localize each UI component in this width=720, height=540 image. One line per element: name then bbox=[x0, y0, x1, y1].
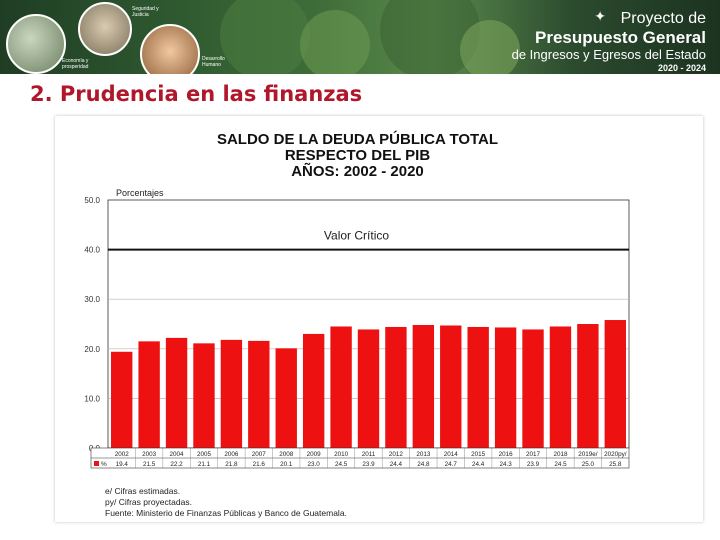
economy-photo bbox=[6, 14, 66, 74]
data-label: 23.9 bbox=[527, 461, 540, 468]
y-tick-label: 20.0 bbox=[84, 345, 100, 354]
bar bbox=[220, 339, 243, 448]
x-tick-label: 2005 bbox=[197, 451, 212, 458]
bar bbox=[138, 341, 160, 448]
chart-panel: SALDO DE LA DEUDA PÚBLICA TOTAL RESPECTO… bbox=[55, 116, 703, 522]
x-tick-label: 2016 bbox=[499, 451, 514, 458]
x-tick-label: 2006 bbox=[224, 451, 239, 458]
bar bbox=[193, 343, 215, 448]
data-label: 25.8 bbox=[609, 461, 622, 468]
data-label: 24.5 bbox=[554, 461, 567, 468]
data-label: 25.0 bbox=[582, 461, 595, 468]
bar bbox=[577, 324, 599, 448]
slide-title: 2. Prudencia en las finanzas bbox=[30, 82, 363, 106]
project-line-3: de Ingresos y Egresos del Estado bbox=[511, 47, 706, 62]
data-label: 22.2 bbox=[170, 461, 183, 468]
human-development-photo bbox=[140, 24, 200, 74]
bar bbox=[385, 326, 407, 448]
bar bbox=[467, 326, 489, 448]
circle-label-economy: Economía y prosperidad bbox=[62, 58, 89, 70]
project-years: 2020 - 2024 bbox=[657, 63, 706, 73]
x-tick-label: 2015 bbox=[471, 451, 486, 458]
bar bbox=[604, 320, 626, 448]
note-projected: py/ Cifras proyectadas. bbox=[105, 497, 192, 507]
bar bbox=[248, 340, 270, 448]
bar bbox=[522, 329, 544, 448]
reference-line-label: Valor Crítico bbox=[324, 229, 389, 243]
bar bbox=[412, 324, 435, 448]
circle-label-justice: Seguridad y Justicia bbox=[132, 6, 159, 18]
bar bbox=[494, 327, 517, 448]
project-title: Proyecto de Presupuesto General de Ingre… bbox=[512, 10, 706, 74]
data-label: 20.1 bbox=[280, 461, 293, 468]
bar bbox=[549, 326, 572, 448]
x-tick-label: 2004 bbox=[170, 451, 185, 458]
chart-title-line-2: RESPECTO DEL PIB bbox=[284, 147, 431, 164]
y-axis-label: Porcentajes bbox=[116, 188, 164, 198]
justice-photo bbox=[78, 2, 132, 56]
data-label: 21.6 bbox=[253, 461, 266, 468]
bar bbox=[275, 348, 297, 448]
x-tick-label: 2020py/ bbox=[604, 451, 627, 458]
x-tick-label: 2009 bbox=[307, 451, 322, 458]
project-line-1: Proyecto de bbox=[620, 10, 706, 27]
data-label: 24.8 bbox=[417, 461, 430, 468]
x-tick-label: 2002 bbox=[115, 451, 130, 458]
x-tick-label: 2010 bbox=[334, 451, 349, 458]
data-label: 24.4 bbox=[472, 461, 485, 468]
bar bbox=[165, 337, 188, 448]
legend-swatch bbox=[94, 461, 99, 466]
y-tick-label: 50.0 bbox=[84, 196, 100, 205]
data-label: 23.0 bbox=[308, 461, 321, 468]
data-label: 24.7 bbox=[445, 461, 458, 468]
x-tick-label: 2018 bbox=[553, 451, 568, 458]
bar bbox=[357, 329, 380, 448]
bar bbox=[330, 326, 352, 448]
x-tick-label: 2008 bbox=[279, 451, 294, 458]
x-tick-label: 2013 bbox=[416, 451, 431, 458]
data-label: 21.8 bbox=[225, 461, 238, 468]
project-line-2: Presupuesto General bbox=[534, 28, 706, 47]
note-source: Fuente: Ministerio de Finanzas Públicas … bbox=[105, 508, 347, 518]
y-tick-label: 10.0 bbox=[84, 394, 100, 403]
data-label: 24.4 bbox=[390, 461, 403, 468]
data-label: 23.9 bbox=[362, 461, 375, 468]
note-estimated: e/ Cifras estimadas. bbox=[105, 486, 181, 496]
bar bbox=[302, 333, 325, 448]
header-banner: Economía y prosperidad Seguridad y Justi… bbox=[0, 0, 720, 74]
data-label: 21.5 bbox=[143, 461, 156, 468]
y-tick-label: 40.0 bbox=[84, 246, 100, 255]
chart-title-line-1: SALDO DE LA DEUDA PÚBLICA TOTAL bbox=[216, 131, 499, 148]
data-label: 24.5 bbox=[335, 461, 348, 468]
chart-title-line-3: AÑOS: 2002 - 2020 bbox=[291, 163, 424, 180]
circle-label-development: Desarrollo Humano bbox=[202, 56, 225, 68]
y-tick-label: 30.0 bbox=[84, 295, 100, 304]
bar bbox=[440, 325, 462, 448]
x-tick-label: 2007 bbox=[252, 451, 267, 458]
data-label: 24.3 bbox=[499, 461, 512, 468]
bar bbox=[111, 351, 133, 448]
data-label: 19.4 bbox=[116, 461, 129, 468]
x-tick-label: 2019e/ bbox=[578, 451, 598, 458]
x-tick-label: 2011 bbox=[362, 451, 376, 458]
x-tick-label: 2003 bbox=[142, 451, 157, 458]
table-row-label: % bbox=[101, 461, 107, 468]
star-icon: ✦ bbox=[594, 8, 606, 24]
x-tick-label: 2014 bbox=[444, 451, 459, 458]
data-label: 21.1 bbox=[198, 461, 211, 468]
bar-chart: 0.010.020.030.040.050.0PorcentajesValor … bbox=[84, 188, 630, 469]
x-tick-label: 2012 bbox=[389, 451, 404, 458]
x-tick-label: 2017 bbox=[526, 451, 541, 458]
